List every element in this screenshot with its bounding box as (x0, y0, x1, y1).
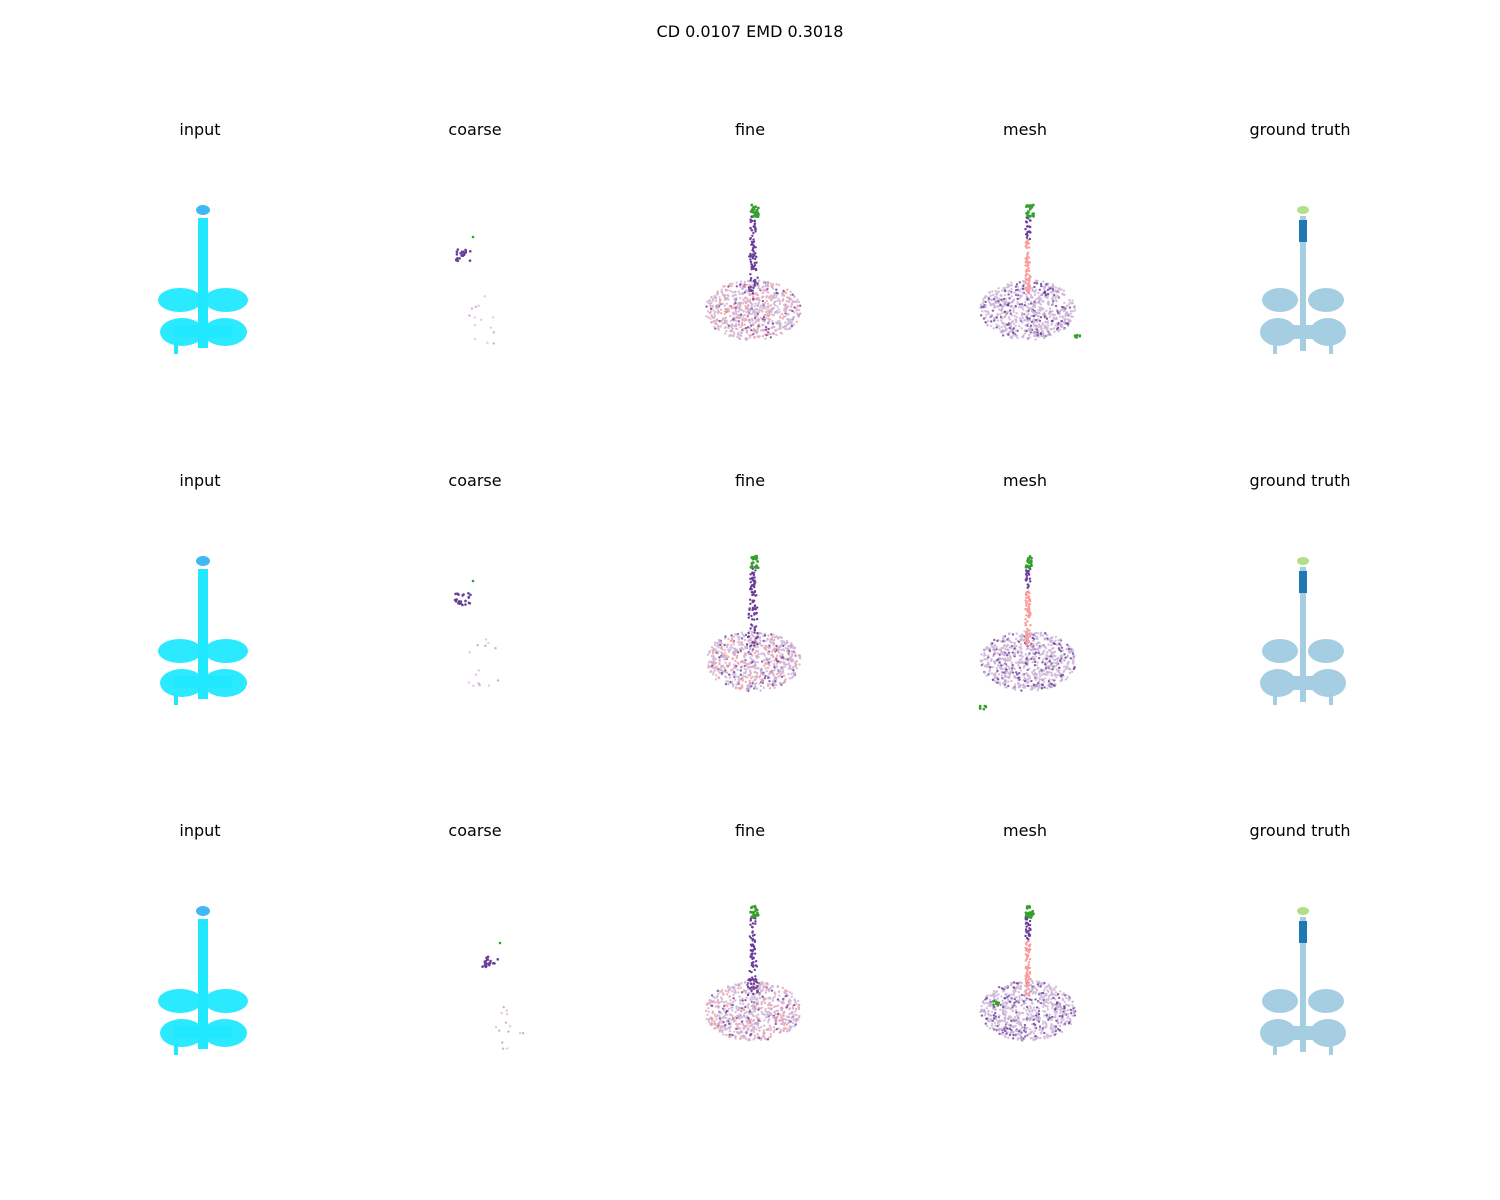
panel-fine-row-3: fine (620, 821, 880, 1121)
panel-title: mesh (1003, 471, 1047, 490)
coarse-point-cloud (454, 235, 496, 345)
ground-truth-point-cloud (1260, 206, 1346, 354)
input-plot (158, 906, 248, 1055)
panel-title: input (179, 120, 221, 139)
panel-ground-truth-row-2: ground truth (1170, 471, 1430, 771)
coarse-plot (454, 235, 496, 345)
panel-title: mesh (1003, 821, 1047, 840)
panel-input-row-2: input (70, 471, 330, 771)
mesh-plot (978, 555, 1076, 711)
panel-mesh-row-3: mesh (895, 821, 1155, 1121)
fine-point-cloud (706, 554, 802, 692)
fine-point-cloud (704, 904, 801, 1042)
panel-title: fine (734, 120, 766, 139)
fine-point-cloud (705, 203, 802, 341)
panel-mesh-row-2: mesh (895, 471, 1155, 771)
coarse-plot (481, 941, 525, 1050)
input-plot (158, 205, 248, 354)
fine-plot (706, 554, 802, 692)
panel-fine-row-1: fine (620, 120, 880, 420)
panel-title: coarse (448, 821, 502, 840)
coarse-plot (453, 579, 500, 688)
fine-plot (704, 904, 801, 1042)
panel-title: input (179, 821, 221, 840)
panel-ground-truth-row-1: ground truth (1170, 120, 1430, 420)
panel-fine-row-2: fine (620, 471, 880, 771)
input-point-cloud (158, 556, 248, 705)
input-point-cloud (158, 205, 248, 354)
mesh-point-cloud (978, 555, 1076, 711)
panel-input-row-1: input (70, 120, 330, 420)
panel-title: fine (734, 821, 766, 840)
panel-title: ground truth (1249, 471, 1351, 490)
panel-title: fine (734, 471, 766, 490)
mesh-point-cloud (979, 904, 1077, 1042)
panel-title: ground truth (1249, 120, 1351, 139)
panel-title: ground truth (1249, 821, 1351, 840)
panel-title: input (179, 471, 221, 490)
figure-title: CD 0.0107 EMD 0.3018 (656, 22, 844, 41)
panel-title: coarse (448, 471, 502, 490)
panel-ground-truth-row-3: ground truth (1170, 821, 1430, 1121)
input-point-cloud (158, 906, 248, 1055)
panel-input-row-3: input (70, 821, 330, 1121)
ground-truth-point-cloud (1260, 907, 1346, 1055)
coarse-point-cloud (481, 941, 525, 1050)
panel-coarse-row-1: coarse (345, 120, 605, 420)
panel-title: mesh (1003, 120, 1047, 139)
coarse-point-cloud (453, 579, 500, 688)
mesh-plot (979, 203, 1082, 341)
mesh-point-cloud (979, 203, 1082, 341)
fine-plot (705, 203, 802, 341)
panel-title: coarse (448, 120, 502, 139)
mesh-plot (979, 904, 1077, 1042)
panel-coarse-row-2: coarse (345, 471, 605, 771)
ground-truth-plot (1260, 206, 1346, 354)
panel-mesh-row-1: mesh (895, 120, 1155, 420)
ground-truth-plot (1260, 907, 1346, 1055)
input-plot (158, 556, 248, 705)
ground-truth-point-cloud (1260, 557, 1346, 705)
ground-truth-plot (1260, 557, 1346, 705)
panel-coarse-row-3: coarse (345, 821, 605, 1121)
